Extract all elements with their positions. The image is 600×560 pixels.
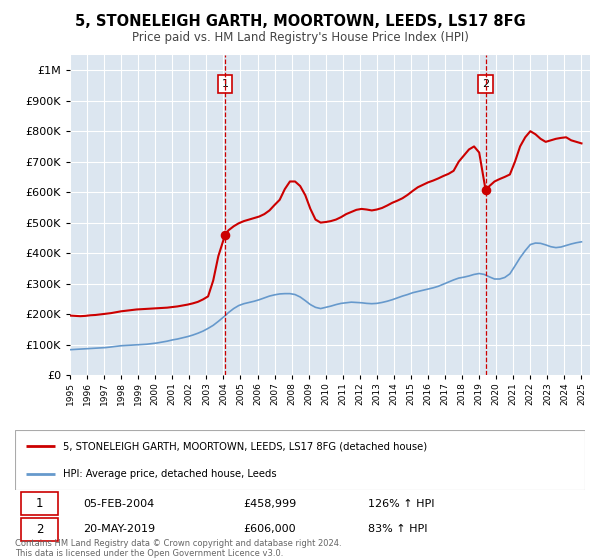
- Text: 2: 2: [482, 79, 489, 89]
- Text: £458,999: £458,999: [243, 499, 296, 509]
- Text: 1: 1: [221, 79, 229, 89]
- Text: 83% ↑ HPI: 83% ↑ HPI: [368, 524, 428, 534]
- Text: 2: 2: [36, 522, 43, 536]
- Point: [481, 186, 490, 195]
- Text: Contains HM Land Registry data © Crown copyright and database right 2024.: Contains HM Land Registry data © Crown c…: [15, 539, 341, 548]
- Text: 05-FEB-2004: 05-FEB-2004: [83, 499, 155, 509]
- Text: £606,000: £606,000: [243, 524, 296, 534]
- Text: 1: 1: [36, 497, 43, 510]
- Text: HPI: Average price, detached house, Leeds: HPI: Average price, detached house, Leed…: [64, 469, 277, 479]
- Bar: [20, 492, 58, 515]
- Text: 20-MAY-2019: 20-MAY-2019: [83, 524, 155, 534]
- Text: 5, STONELEIGH GARTH, MOORTOWN, LEEDS, LS17 8FG (detached house): 5, STONELEIGH GARTH, MOORTOWN, LEEDS, LS…: [64, 441, 428, 451]
- Text: 5, STONELEIGH GARTH, MOORTOWN, LEEDS, LS17 8FG: 5, STONELEIGH GARTH, MOORTOWN, LEEDS, LS…: [74, 14, 526, 29]
- Bar: [20, 517, 58, 541]
- Text: This data is licensed under the Open Government Licence v3.0.: This data is licensed under the Open Gov…: [15, 549, 283, 558]
- Point: [220, 231, 230, 240]
- Text: Price paid vs. HM Land Registry's House Price Index (HPI): Price paid vs. HM Land Registry's House …: [131, 31, 469, 44]
- Text: 126% ↑ HPI: 126% ↑ HPI: [368, 499, 435, 509]
